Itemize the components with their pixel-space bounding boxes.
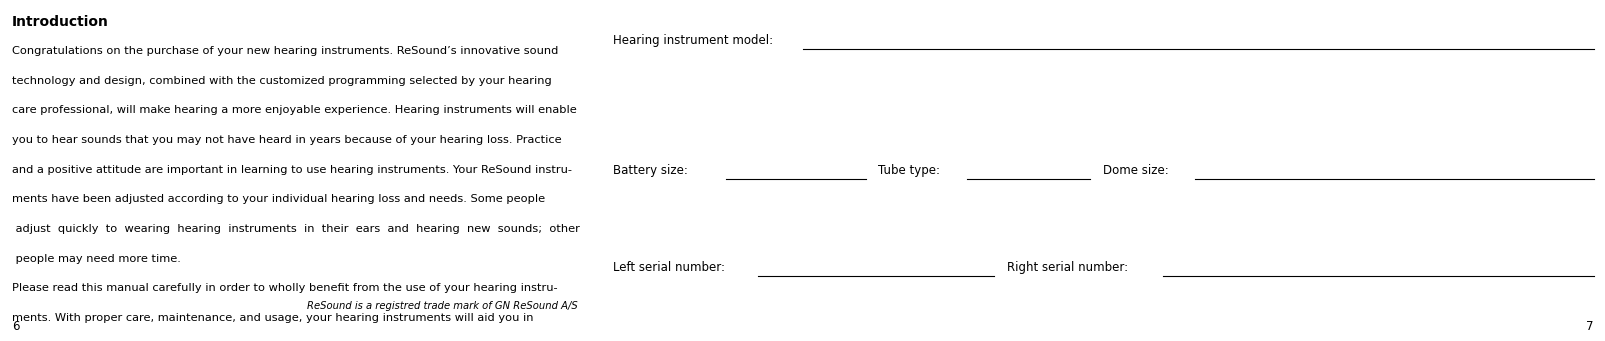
Text: Dome size:: Dome size: xyxy=(1103,164,1168,177)
Text: ReSound is a registred trade mark of GN ReSound A/S: ReSound is a registred trade mark of GN … xyxy=(307,301,578,311)
Text: ments have been adjusted according to your individual hearing loss and needs. So: ments have been adjusted according to yo… xyxy=(13,194,544,204)
Text: ments. With proper care, maintenance, and usage, your hearing instruments will a: ments. With proper care, maintenance, an… xyxy=(13,313,533,323)
Text: Congratulations on the purchase of your new hearing instruments. ReSound’s innov: Congratulations on the purchase of your … xyxy=(13,46,559,56)
Text: care professional, will make hearing a more enjoyable experience. Hearing instru: care professional, will make hearing a m… xyxy=(13,105,576,115)
Text: Right serial number:: Right serial number: xyxy=(1006,261,1127,274)
Text: Hearing instrument model:: Hearing instrument model: xyxy=(613,34,774,47)
Text: Please read this manual carefully in order to wholly beneﬁt from the use of your: Please read this manual carefully in ord… xyxy=(13,283,557,293)
Text: Left serial number:: Left serial number: xyxy=(613,261,725,274)
Text: you to hear sounds that you may not have heard in years because of your hearing : you to hear sounds that you may not have… xyxy=(13,135,562,145)
Text: 6: 6 xyxy=(13,321,19,333)
Text: technology and design, combined with the customized programming selected by your: technology and design, combined with the… xyxy=(13,76,552,86)
Text: Tube type:: Tube type: xyxy=(878,164,941,177)
Text: people may need more time.: people may need more time. xyxy=(13,254,181,264)
Text: Introduction: Introduction xyxy=(13,15,109,29)
Text: 7: 7 xyxy=(1586,321,1594,333)
Text: Battery size:: Battery size: xyxy=(613,164,689,177)
Text: adjust  quickly  to  wearing  hearing  instruments  in  their  ears  and  hearin: adjust quickly to wearing hearing instru… xyxy=(13,224,579,234)
Text: and a positive attitude are important in learning to use hearing instruments. Yo: and a positive attitude are important in… xyxy=(13,165,571,175)
